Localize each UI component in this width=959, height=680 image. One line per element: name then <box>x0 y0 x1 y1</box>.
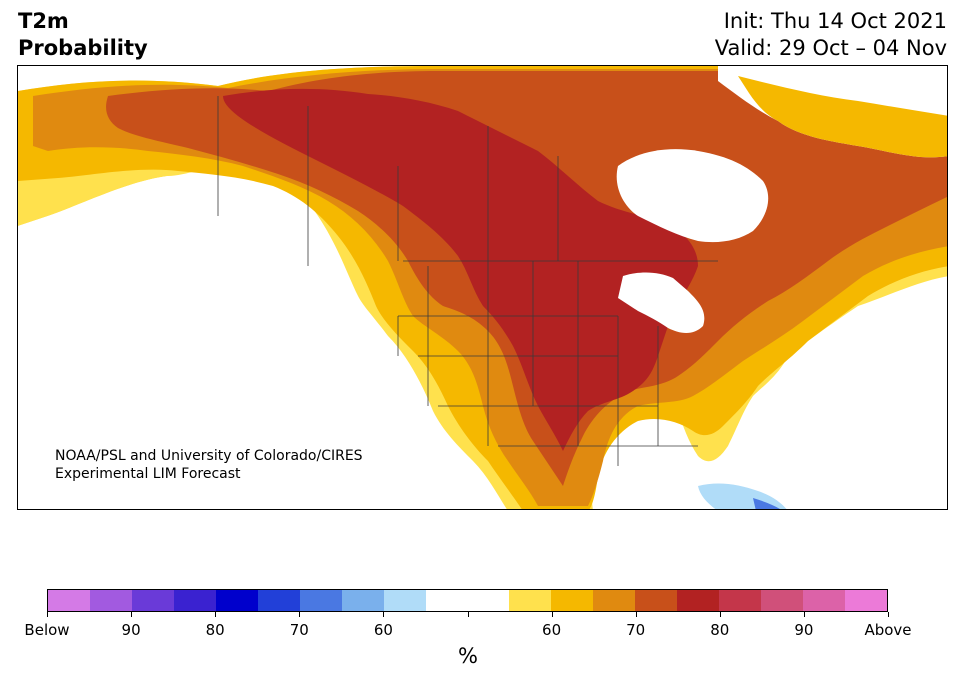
colorbar-segment <box>677 590 720 611</box>
valid-range: Valid: 29 Oct – 04 Nov <box>714 36 947 60</box>
colorbar-tick <box>635 612 637 617</box>
colorbar-tick <box>888 612 889 617</box>
colorbar-segment <box>48 590 90 611</box>
colorbar-segment <box>761 590 804 611</box>
colorbar-segment <box>719 590 762 611</box>
arctic-islands-land <box>738 76 947 158</box>
colorbar-segment <box>341 590 384 611</box>
colorbar-segment <box>467 590 510 611</box>
colorbar-tick-label: 80 <box>205 621 225 639</box>
colorbar-tick <box>383 612 385 617</box>
colorbar-segment <box>845 590 888 611</box>
colorbar-tick-label: 90 <box>794 621 814 639</box>
colorbar-tick <box>551 612 553 617</box>
colorbar-unit: % <box>458 644 478 668</box>
region-above-75 <box>223 88 698 452</box>
colorbar-segment <box>89 590 132 611</box>
caribbean-below-strong <box>753 498 780 509</box>
init-date: Init: Thu 14 Oct 2021 <box>723 9 947 33</box>
map-credit: NOAA/PSL and University of Colorado/CIRE… <box>55 447 363 483</box>
colorbar-segment <box>299 590 342 611</box>
colorbar-segment <box>173 590 216 611</box>
colorbar-segment <box>509 590 552 611</box>
great-lakes <box>618 272 705 333</box>
colorbar-tick <box>719 612 721 617</box>
near-normal-region <box>18 176 498 509</box>
colorbar-tick <box>299 612 301 617</box>
colorbar-segment <box>593 590 636 611</box>
colorbar-segment <box>257 590 300 611</box>
colorbar-tick-label: 80 <box>710 621 730 639</box>
colorbar-segment <box>383 590 426 611</box>
colorbar-tick-label: 60 <box>542 621 562 639</box>
colorbar-segment <box>131 590 174 611</box>
colorbar-tick-label: 90 <box>121 621 141 639</box>
colorbar-tick <box>215 612 217 617</box>
colorbar-tick-label: 70 <box>626 621 646 639</box>
colorbar-tick-label: 70 <box>289 621 309 639</box>
political-borders <box>217 96 718 466</box>
colorbar-segment <box>215 590 258 611</box>
colorbar-tick <box>803 612 805 617</box>
probability-map: NOAA/PSL and University of Colorado/CIRE… <box>17 65 948 510</box>
credit-line-2: Experimental LIM Forecast <box>55 466 241 482</box>
hudson-bay <box>616 149 769 243</box>
probability-colorbar <box>47 589 888 612</box>
colorbar-segment <box>425 590 468 611</box>
colorbar-tick <box>131 612 133 617</box>
colorbar-tick-label: 60 <box>373 621 393 639</box>
forecast-dates: Init: Thu 14 Oct 2021 Valid: 29 Oct – 04… <box>715 8 947 62</box>
title-variable: T2m <box>18 9 69 33</box>
colorbar-tick-label: Above <box>864 621 912 639</box>
colorbar-tick <box>467 612 469 617</box>
colorbar-tick-label: Below <box>24 621 70 639</box>
caribbean-below <box>698 483 787 509</box>
map-title: T2m Probability <box>18 8 148 62</box>
map-canvas <box>18 66 947 509</box>
colorbar-segment <box>803 590 846 611</box>
colorbar-tick <box>47 612 48 617</box>
title-type: Probability <box>18 36 148 60</box>
colorbar-segment <box>551 590 594 611</box>
credit-line-1: NOAA/PSL and University of Colorado/CIRE… <box>55 448 363 464</box>
colorbar-segment <box>635 590 678 611</box>
